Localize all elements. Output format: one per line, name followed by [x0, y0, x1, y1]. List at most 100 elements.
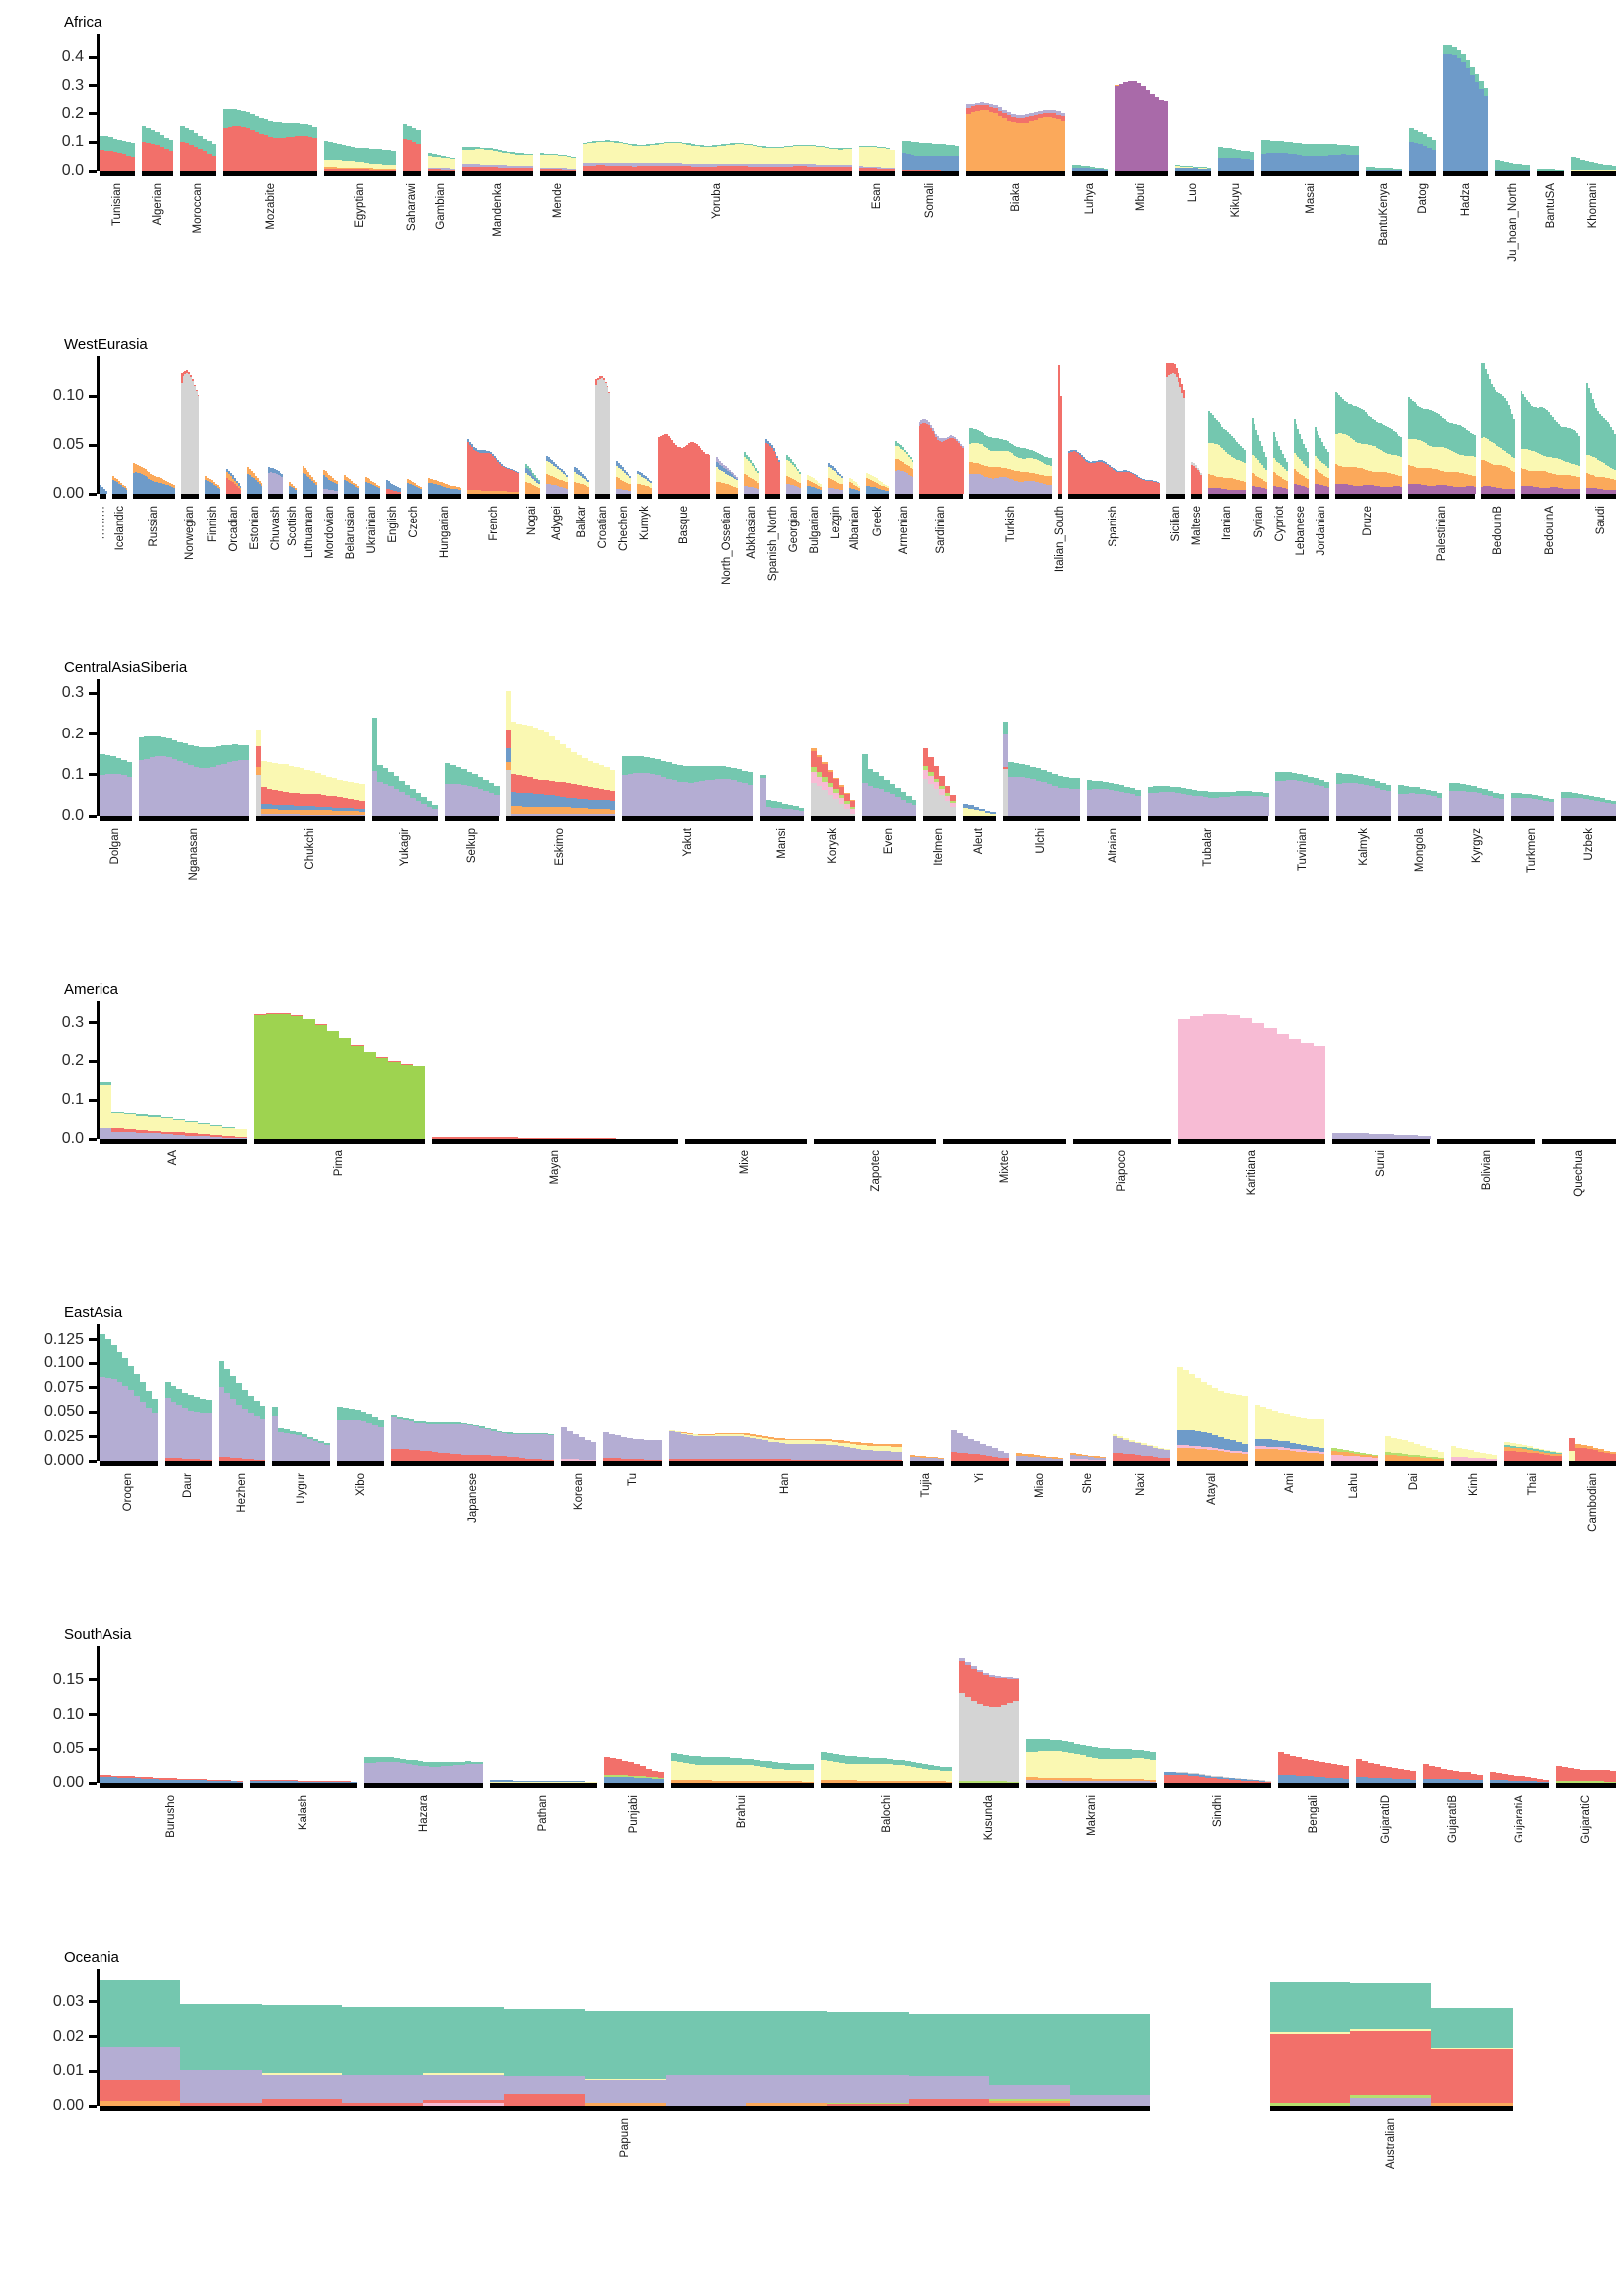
teal-component-segment — [548, 153, 554, 156]
purple-component-segment — [502, 165, 507, 168]
red-component-segment — [359, 801, 365, 809]
blue-component-segment — [1151, 480, 1153, 482]
population-label: Armenian — [898, 506, 911, 555]
stacked-bar — [678, 362, 681, 494]
magenta-component-segment — [1546, 487, 1549, 494]
x-axis-segment — [255, 816, 365, 821]
yellow-component-segment — [1485, 438, 1488, 462]
stacked-bar — [1068, 685, 1075, 816]
magenta-component-segment — [1377, 486, 1380, 494]
red-component-segment — [341, 168, 347, 171]
orange-component-segment — [209, 478, 212, 483]
yellow-component-segment — [623, 472, 626, 482]
red-component-segment — [539, 169, 545, 171]
stacked-bar — [815, 40, 821, 171]
red-component-segment — [587, 786, 594, 800]
magenta-component-segment — [1451, 486, 1454, 494]
red-component-segment — [1059, 396, 1062, 494]
purple-component-segment — [660, 776, 667, 816]
stacked-bar — [957, 362, 960, 494]
yellow-component-segment — [1529, 450, 1532, 471]
teal-component-segment — [1366, 413, 1369, 445]
orange-component-segment — [524, 482, 527, 494]
orange-component-segment — [528, 483, 531, 494]
purple-component-segment — [950, 435, 953, 438]
red-component-segment — [970, 106, 976, 112]
yellow-component-segment — [761, 147, 767, 165]
red-component-segment — [514, 168, 520, 171]
purple-component-segment — [331, 814, 338, 816]
stacked-bar — [807, 362, 809, 494]
stacked-bar — [169, 362, 171, 494]
orange-component-segment — [1228, 477, 1231, 490]
teal-component-segment — [455, 766, 462, 784]
stacked-bar — [566, 362, 569, 494]
orange-component-segment — [364, 477, 367, 483]
blue-component-segment — [1082, 457, 1085, 459]
teal-component-segment — [1466, 429, 1469, 456]
orange-component-segment — [970, 111, 976, 171]
stacked-bar — [215, 685, 222, 816]
purple-component-segment — [304, 814, 310, 816]
red-component-segment — [236, 126, 242, 171]
yellow-component-segment — [1398, 456, 1401, 476]
stacked-bar — [277, 362, 280, 494]
stacked-bar — [195, 362, 198, 494]
purple-component-segment — [1403, 793, 1410, 816]
red-component-segment — [441, 169, 446, 171]
purple-component-segment — [793, 810, 799, 816]
orange-component-segment — [885, 487, 887, 491]
y-tick-label: 0.10 — [52, 387, 84, 405]
stacked-bar — [693, 685, 700, 816]
stacked-bar — [641, 40, 646, 171]
teal-component-segment — [1418, 131, 1423, 145]
orange-component-segment — [157, 477, 160, 483]
blue-component-segment — [366, 482, 369, 494]
stacked-bar — [470, 40, 476, 171]
yellow-component-segment — [506, 153, 511, 166]
stacked-bar — [909, 362, 912, 494]
purple-component-segment — [991, 478, 994, 494]
stacked-bar — [719, 362, 722, 494]
orange-component-segment — [332, 167, 338, 169]
teal-component-segment — [644, 756, 650, 773]
purple-component-segment — [497, 165, 503, 168]
gray-component-segment — [1175, 377, 1178, 494]
stacked-bar — [1513, 40, 1518, 171]
stacked-bar — [595, 362, 598, 494]
stacked-bar — [1050, 362, 1052, 494]
blue-component-segment — [247, 474, 250, 494]
red-component-segment — [948, 438, 951, 494]
red-component-segment — [1196, 469, 1199, 494]
teal-component-segment — [1219, 424, 1222, 447]
red-component-segment — [189, 144, 194, 171]
teal-component-segment — [1421, 408, 1424, 442]
stacked-bar — [1533, 362, 1536, 494]
purple-component-segment — [1001, 477, 1004, 494]
stacked-bar — [1014, 362, 1017, 494]
blue-component-segment — [621, 467, 624, 471]
red-component-segment — [557, 169, 563, 171]
purple-component-segment — [553, 168, 558, 170]
teal-component-segment — [1481, 362, 1484, 439]
red-component-segment — [304, 135, 308, 171]
yellow-component-segment — [986, 448, 989, 467]
magenta-component-segment — [1485, 486, 1488, 494]
stacked-bar — [1415, 362, 1418, 494]
red-component-segment — [597, 377, 600, 381]
stacked-bar — [137, 362, 140, 494]
teal-component-segment — [1206, 167, 1212, 169]
orange-component-segment — [1301, 474, 1304, 486]
yellow-component-segment — [1400, 456, 1403, 476]
orange-component-segment — [311, 477, 314, 481]
yellow-component-segment — [1392, 454, 1395, 475]
purple-component-segment — [273, 472, 276, 494]
yellow-component-segment — [502, 152, 507, 166]
yellow-component-segment — [1357, 442, 1360, 468]
lightgreen-component-segment — [944, 793, 951, 797]
yellow-component-segment — [1021, 458, 1024, 472]
red-component-segment — [1139, 478, 1142, 494]
purple-component-segment — [1012, 480, 1015, 494]
stacked-bar — [1503, 362, 1506, 494]
stacked-bar — [1090, 40, 1095, 171]
